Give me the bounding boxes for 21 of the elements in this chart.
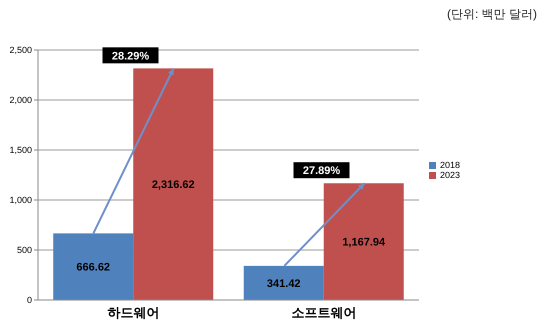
y-tick-label: 2,000 bbox=[9, 95, 32, 106]
annotation: 27.89% bbox=[302, 165, 340, 178]
y-tick-label: 500 bbox=[16, 245, 32, 256]
x-tick-label: 소프트웨어 bbox=[291, 305, 356, 320]
y-tick-label: 1,000 bbox=[9, 195, 32, 206]
data-label: 341.42 bbox=[266, 278, 301, 290]
bar bbox=[324, 183, 404, 300]
bar bbox=[244, 266, 324, 300]
y-tick-label: 1,500 bbox=[9, 145, 32, 156]
y-tick-label: 0 bbox=[26, 295, 32, 306]
y-tick-label: 2,500 bbox=[9, 45, 32, 56]
data-label: 1,167.94 bbox=[342, 236, 386, 249]
bar bbox=[53, 233, 134, 300]
x-tick-label: 하드웨어 bbox=[107, 305, 160, 320]
legend-label: 2023 bbox=[440, 170, 460, 180]
text: (단위: 백만 달러) bbox=[447, 6, 537, 23]
bar bbox=[133, 68, 214, 300]
data-label: 2,316.62 bbox=[152, 179, 195, 192]
data-label: 666.62 bbox=[76, 262, 110, 274]
legend-label: 2018 bbox=[440, 160, 460, 170]
annotation: 28.29% bbox=[112, 50, 150, 62]
